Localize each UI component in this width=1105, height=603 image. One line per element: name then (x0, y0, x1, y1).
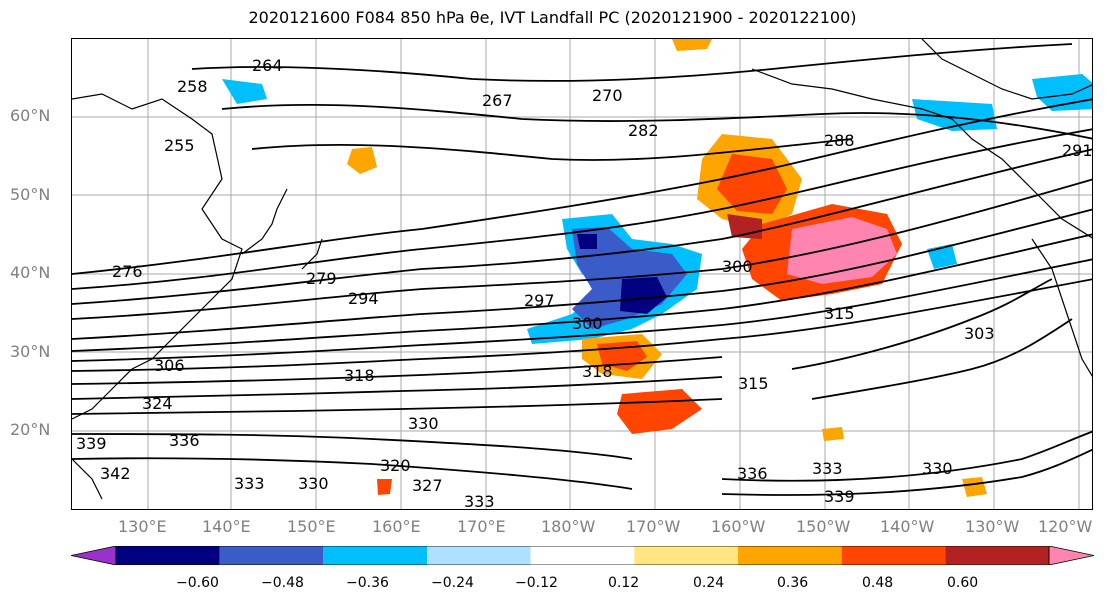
contour-label: 320 (380, 456, 411, 475)
contour-label: 270 (592, 86, 623, 105)
contour-label: 303 (964, 324, 995, 343)
contour-label: 258 (177, 77, 208, 96)
lon-label-140w: 140°W (880, 517, 935, 536)
colorbar-tick-label: −0.36 (346, 575, 389, 591)
contour-label: 300 (722, 257, 753, 276)
contour-label: 255 (164, 136, 195, 155)
contour-label: 282 (628, 121, 659, 140)
contour-label: 318 (582, 362, 613, 381)
coastlines (72, 39, 1092, 500)
contour-label: 315 (738, 374, 769, 393)
lon-label-130e: 130°E (118, 517, 167, 536)
colorbar-tick-label: −0.60 (176, 575, 219, 591)
colorbar-swatch (841, 546, 946, 565)
contour-label: 333 (234, 474, 265, 493)
lat-label-40n: 40°N (10, 263, 51, 282)
lon-label-160e: 160°E (372, 517, 421, 536)
colorbar-tick-label: 0.24 (693, 575, 725, 591)
colorbar-tick-label: 0.48 (862, 575, 894, 591)
lat-label-60n: 60°N (10, 106, 51, 125)
contour-label: 300 (572, 314, 603, 333)
contour-label: 339 (76, 434, 107, 453)
colorbar-swatch (323, 546, 427, 565)
colorbar-swatch (530, 546, 635, 565)
theta-e-contours (72, 43, 1092, 496)
lon-label-150w: 150°W (796, 517, 851, 536)
colorbar-tick-label: 0.12 (608, 575, 640, 591)
contour-label: 297 (524, 291, 555, 310)
lon-label-170e: 170°E (457, 517, 506, 536)
contour-label: 336 (169, 431, 200, 450)
colorbar-border (115, 546, 1050, 565)
contour-label: 315 (824, 304, 855, 323)
anomaly-shading (222, 39, 1092, 497)
colorbar-tick-label: 0.36 (777, 575, 809, 591)
lat-label-20n: 20°N (10, 420, 51, 439)
contour-label: 324 (142, 394, 173, 413)
colorbar-swatch (945, 546, 1049, 565)
lon-label-150e: 150°E (287, 517, 336, 536)
contour-label: 342 (100, 464, 131, 483)
colorbar-tick-label: −0.12 (515, 575, 558, 591)
lat-label-50n: 50°N (10, 185, 51, 204)
contour-label: 291 (1062, 141, 1093, 160)
contour-label: 279 (306, 269, 337, 288)
contour-label: 327 (412, 476, 443, 495)
contour-label: 336 (737, 464, 768, 483)
contour-label: 330 (298, 474, 329, 493)
contour-label: 330 (408, 414, 439, 433)
lon-label-180w: 180°W (541, 517, 596, 536)
contour-label: 330 (922, 459, 953, 478)
lon-label-130w: 130°W (965, 517, 1020, 536)
colorbar (71, 546, 1094, 565)
contour-label: 333 (464, 492, 495, 510)
map-panel: 264 258 267 270 282 288 291 255 276 279 … (71, 38, 1093, 510)
lon-label-170w: 170°W (626, 517, 681, 536)
colorbar-tick-label: −0.48 (261, 575, 304, 591)
colorbar-swatch (116, 546, 220, 565)
lat-label-30n: 30°N (10, 342, 51, 361)
lon-label-120w: 120°W (1038, 517, 1093, 536)
colorbar-swatch (219, 546, 324, 565)
contour-label: 333 (812, 459, 843, 478)
colorbar-tick-label: −0.24 (431, 575, 474, 591)
colorbar-swatches (71, 546, 1094, 565)
map-canvas: 264 258 267 270 282 288 291 255 276 279 … (72, 39, 1093, 510)
colorbar-swatch (1048, 546, 1094, 565)
contour-label: 264 (252, 56, 283, 75)
colorbar-tick-label: 0.60 (947, 575, 979, 591)
contour-label: 288 (824, 131, 855, 150)
contour-label: 318 (344, 366, 375, 385)
contour-label: 339 (824, 487, 855, 506)
colorbar-swatch (427, 546, 531, 565)
colorbar-swatch (634, 546, 738, 565)
lon-label-140e: 140°E (202, 517, 251, 536)
contour-labels: 264 258 267 270 282 288 291 255 276 279 … (76, 56, 1093, 510)
contour-label: 276 (112, 262, 143, 281)
contour-label: 306 (154, 356, 185, 375)
map-title: 2020121600 F084 850 hPa θe, IVT Landfall… (248, 8, 857, 27)
contour-label: 294 (348, 289, 379, 308)
lon-label-160w: 160°W (711, 517, 766, 536)
colorbar-swatch (738, 546, 842, 565)
colorbar-swatch (71, 546, 117, 565)
contour-label: 267 (482, 91, 513, 110)
